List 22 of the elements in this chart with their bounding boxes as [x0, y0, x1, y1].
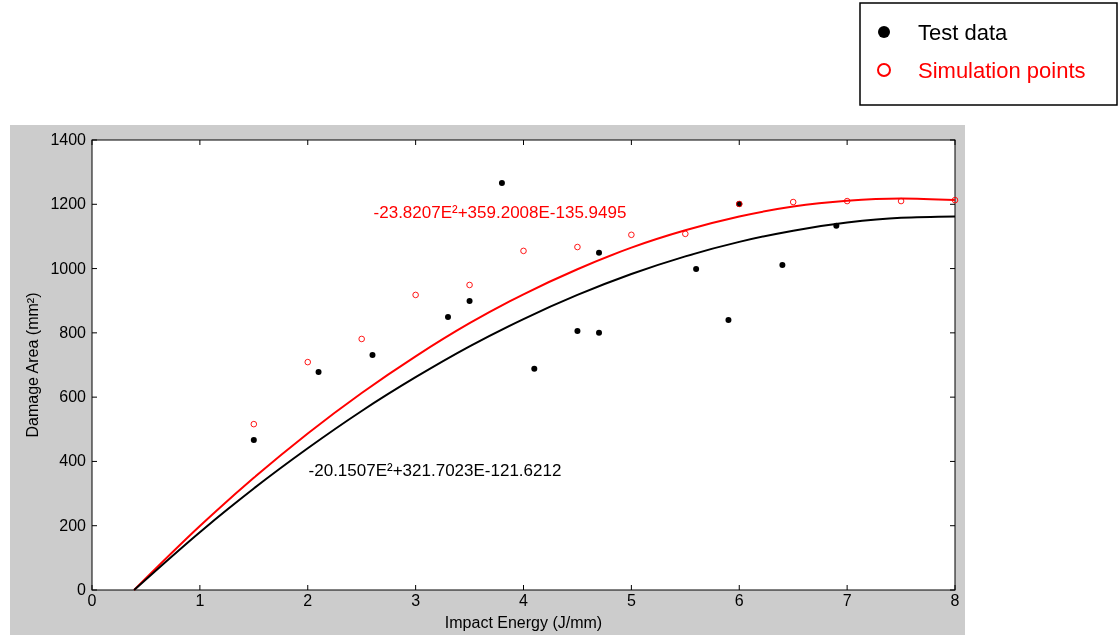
y-tick-label: 400 — [59, 452, 87, 470]
x-tick-label: 3 — [411, 592, 421, 609]
x-tick-label: 2 — [303, 592, 313, 609]
y-tick-label: 200 — [59, 516, 87, 534]
y-tick-label: 600 — [59, 388, 87, 406]
y-tick-label: 800 — [59, 323, 87, 341]
x-tick-label: 8 — [950, 592, 960, 609]
x-tick-label: 7 — [842, 592, 852, 609]
annotation: -20.1507E²+321.7023E-121.6212 — [308, 461, 562, 480]
annotation: -23.8207E²+359.2008E-135.9495 — [373, 203, 627, 222]
x-tick-label: 6 — [734, 592, 744, 609]
legend-label: Test data — [918, 20, 1009, 45]
x-tick-label: 4 — [519, 592, 529, 609]
legend-label: Simulation points — [918, 58, 1086, 83]
y-tick-label: 1200 — [50, 195, 87, 213]
y-tick-label: 1400 — [50, 131, 87, 148]
y-tick-label: 0 — [77, 581, 87, 598]
y-tick-label: 1000 — [50, 259, 87, 277]
x-tick-label: 1 — [195, 592, 205, 609]
y-axis-title: Damage Area (mm²) — [24, 292, 41, 438]
x-tick-label: 5 — [626, 592, 636, 609]
x-axis-title: Impact Energy (J/mm) — [444, 614, 603, 631]
